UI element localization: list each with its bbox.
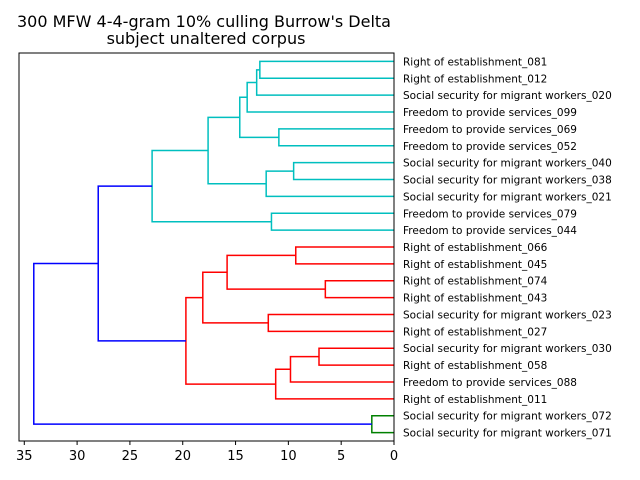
dendrogram-link bbox=[265, 170, 394, 198]
dendrogram-link bbox=[267, 313, 394, 333]
dendrogram-link bbox=[151, 149, 272, 223]
x-tick-label: 0 bbox=[390, 449, 398, 464]
dendrogram-link bbox=[246, 81, 394, 113]
leaf-label: Social security for migrant workers_023 bbox=[403, 309, 612, 321]
dendrogram-link bbox=[97, 185, 186, 342]
dendrogram-link bbox=[207, 116, 267, 185]
dendrogram-link bbox=[274, 368, 394, 400]
x-tick-label: 5 bbox=[337, 449, 345, 464]
dendrogram-link bbox=[295, 246, 394, 265]
leaf-label: Freedom to provide services_044 bbox=[403, 225, 577, 237]
leaf-label: Right of establishment_066 bbox=[403, 242, 548, 254]
dendrogram-link bbox=[270, 212, 394, 231]
leaf-label: Social security for migrant workers_072 bbox=[403, 411, 612, 423]
leaf-label: Right of establishment_081 bbox=[403, 56, 547, 68]
leaf-label: Right of establishment_027 bbox=[403, 326, 547, 338]
chart-title-line-1: 300 MFW 4-4-gram 10% culling Burrow's De… bbox=[17, 12, 391, 31]
leaf-label: Right of establishment_074 bbox=[403, 276, 548, 288]
dendrogram-link bbox=[278, 128, 394, 147]
plot-frame bbox=[18, 52, 395, 442]
chart-title-line-2: subject unaltered corpus bbox=[107, 29, 306, 48]
dendrogram-link bbox=[255, 69, 394, 96]
leaf-label: Freedom to provide services_099 bbox=[403, 107, 577, 119]
dendrogram-link bbox=[371, 414, 394, 434]
leaf-label: Social security for migrant workers_030 bbox=[403, 343, 612, 355]
leaf-label: Right of establishment_011 bbox=[403, 394, 547, 406]
leaf-label: Freedom to provide services_079 bbox=[403, 208, 577, 220]
leaf-label: Right of establishment_045 bbox=[403, 259, 547, 271]
dendrogram-link bbox=[289, 355, 394, 383]
x-tick-label: 15 bbox=[227, 449, 244, 464]
leaf-label: Social security for migrant workers_040 bbox=[403, 158, 612, 170]
dendrogram-link bbox=[33, 262, 372, 425]
leaf-label: Right of establishment_058 bbox=[403, 360, 547, 372]
leaf-label: Social security for migrant workers_071 bbox=[403, 428, 612, 440]
dendrogram-link bbox=[239, 96, 279, 139]
dendrogram-links bbox=[33, 60, 394, 434]
dendrogram-link bbox=[226, 254, 326, 290]
leaf-label: Social security for migrant workers_021 bbox=[403, 191, 612, 203]
leaf-label: Freedom to provide services_088 bbox=[403, 377, 577, 389]
leaf-labels: Right of establishment_081 Right of estab… bbox=[403, 56, 612, 439]
x-tick-label: 20 bbox=[174, 449, 191, 464]
dendrogram-link bbox=[324, 279, 394, 299]
dendrogram-link bbox=[259, 60, 394, 80]
x-tick-label: 35 bbox=[16, 449, 33, 464]
leaf-label: Freedom to provide services_069 bbox=[403, 124, 577, 136]
leaf-label: Right of establishment_043 bbox=[403, 293, 547, 305]
x-tick-label: 10 bbox=[280, 449, 297, 464]
dendrogram-link bbox=[318, 347, 394, 366]
x-tick-label: 30 bbox=[69, 449, 86, 464]
dendrogram-link bbox=[185, 296, 276, 385]
dendrogram-link bbox=[292, 161, 394, 181]
leaf-label: Right of establishment_012 bbox=[403, 73, 547, 85]
x-tick-label: 25 bbox=[122, 449, 139, 464]
x-axis: 35 30 25 20 15 10 5 0 bbox=[16, 441, 398, 464]
leaf-label: Social security for migrant workers_020 bbox=[403, 90, 612, 102]
leaf-label: Freedom to provide services_052 bbox=[403, 141, 577, 153]
leaf-label: Social security for migrant workers_038 bbox=[403, 175, 612, 187]
dendrogram-link bbox=[202, 271, 269, 324]
